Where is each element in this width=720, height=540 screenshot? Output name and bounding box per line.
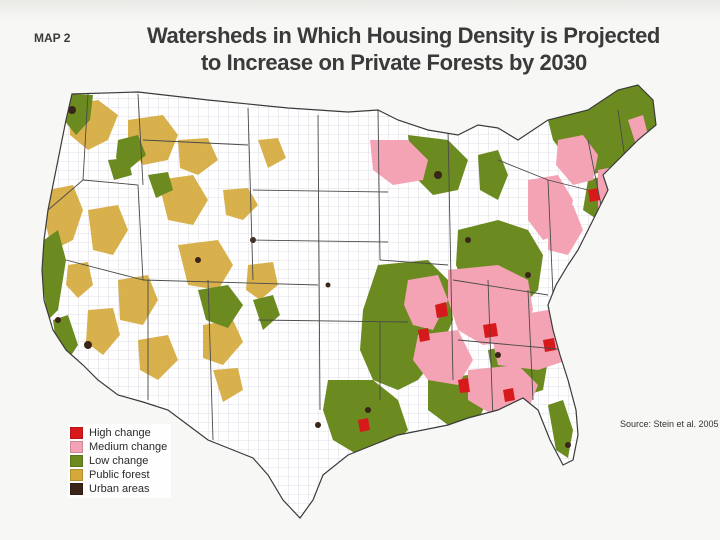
legend-label: Urban areas — [89, 483, 150, 495]
legend-label: Medium change — [89, 441, 168, 453]
map-number-label: MAP 2 — [34, 31, 71, 45]
legend-item-public-forest: Public forest — [70, 468, 167, 482]
source-citation: Source: Stein et al. 2005 — [620, 419, 719, 429]
map-title-line-1: Watersheds in Which Housing Density is P… — [147, 23, 660, 48]
legend-item-medium-change: Medium change — [70, 440, 167, 454]
legend-item-low-change: Low change — [70, 454, 167, 468]
legend-swatch-high-change — [70, 427, 83, 439]
legend-label: Public forest — [89, 469, 150, 481]
legend-item-urban-areas: Urban areas — [70, 482, 167, 496]
legend-label: Low change — [89, 455, 149, 467]
map-legend: High change Medium change Low change Pub… — [68, 424, 172, 498]
scan-edge — [0, 0, 720, 20]
legend-swatch-urban-areas — [70, 483, 83, 495]
legend-swatch-low-change — [70, 455, 83, 467]
map-title: Watersheds in Which Housing Density is P… — [147, 22, 660, 76]
map-title-line-2: to Increase on Private Forests by 2030 — [201, 50, 587, 75]
legend-swatch-medium-change — [70, 441, 83, 453]
legend-swatch-public-forest — [70, 469, 83, 481]
medium-change-areas — [370, 115, 648, 415]
legend-label: High change — [89, 427, 151, 439]
legend-item-high-change: High change — [70, 426, 167, 440]
